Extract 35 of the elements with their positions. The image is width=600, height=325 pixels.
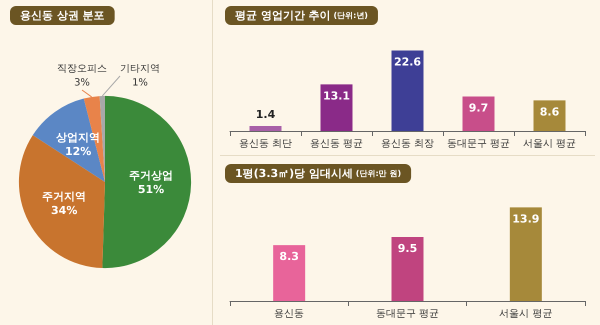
data-label: 8.6 (540, 105, 560, 118)
x-tick-label: 용신동 최단 (238, 138, 292, 150)
x-tick-label: 용신동 평균 (310, 138, 364, 150)
data-label: 1.4 (256, 108, 276, 122)
chart-subtitle: (단위:년) (330, 11, 368, 20)
bar (320, 84, 352, 131)
x-tick-label: 용신동 최장 (380, 138, 434, 150)
x-tick-label: 동대문구 평균 (446, 138, 510, 150)
slice-label: 직장오피스 (57, 64, 107, 74)
x-tick-label: 동대문구 평균 (376, 308, 440, 320)
data-label: 51% (138, 183, 164, 196)
data-label: 12% (64, 145, 92, 158)
data-label: 8.3 (279, 250, 299, 264)
data-label: 3% (74, 78, 90, 88)
chart-title: 1평(3.3㎡)당 임대시세 (235, 167, 354, 180)
slice-label: 주거지역 (42, 190, 86, 203)
x-tick-label: 용신동 (274, 308, 304, 320)
bar (462, 96, 494, 131)
data-label: 22.6 (394, 56, 422, 69)
chart-subtitle: (단위:만 원) (353, 169, 402, 178)
bar (392, 50, 424, 131)
chart-title: 용신동 상권 분포 (20, 9, 105, 22)
data-label: 13.1 (322, 89, 350, 102)
x-tick-label: 서울시 평균 (522, 138, 576, 150)
data-label: 34% (51, 204, 78, 217)
slice-label: 기타지역 (120, 64, 160, 74)
bar (534, 100, 566, 131)
data-label: 9.5 (398, 242, 418, 256)
x-tick-label: 서울시 평균 (499, 308, 552, 320)
bar (250, 126, 282, 131)
data-label: 1% (132, 78, 148, 88)
data-label: 9.7 (468, 101, 488, 114)
data-label: 13.9 (512, 212, 540, 226)
chart-title: 평균 영업기간 추이 (235, 9, 331, 22)
slice-label: 주거상업 (129, 169, 174, 182)
